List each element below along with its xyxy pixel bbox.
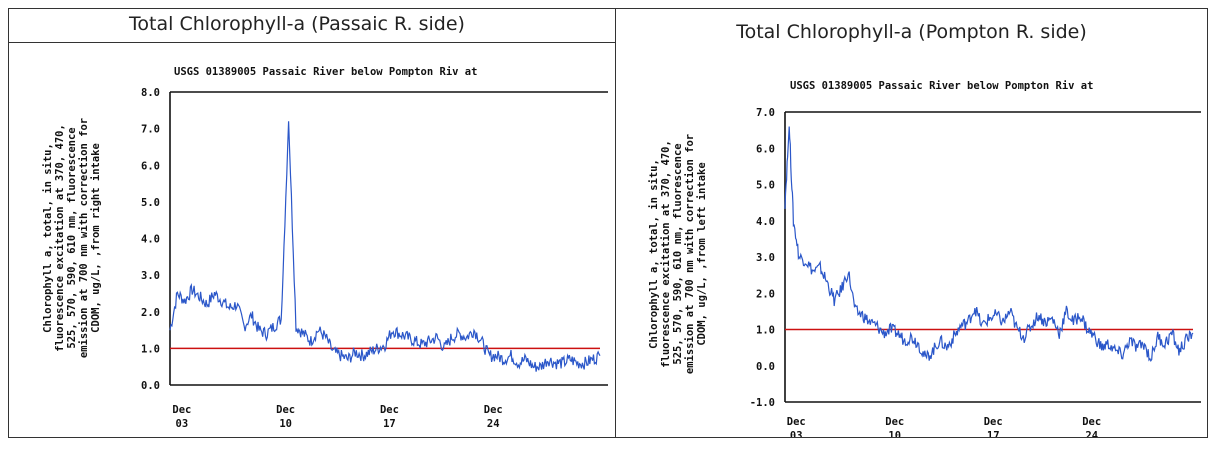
y-axis-label-line: CDOM, ug/L, ,from right intake xyxy=(90,143,102,333)
x-tick-label-day: 17 xyxy=(383,418,396,430)
y-axis-label-line: 525, 570, 590, 610 nm, fluorescence xyxy=(66,127,78,348)
y-axis-label-line: fluorescence excitation at 370, 470, xyxy=(54,124,66,352)
chart-panel-passaic: Total Chlorophyll-a (Passaic R. side) US… xyxy=(9,9,616,437)
x-tick-label-day: 10 xyxy=(888,430,901,437)
y-tick-label: 7.0 xyxy=(141,124,160,136)
panel-header: Total Chlorophyll-a (Passaic R. side) xyxy=(9,9,615,43)
data-series-line xyxy=(169,121,601,372)
y-tick-label: 2.0 xyxy=(756,288,775,300)
y-axis-label-line: fluorescence excitation at 370, 470, xyxy=(660,140,672,368)
y-tick-label: 7.0 xyxy=(756,107,775,119)
y-tick-label: 3.0 xyxy=(756,252,775,264)
x-tick-label-day: 03 xyxy=(790,430,803,437)
y-tick-label: 6.0 xyxy=(141,160,160,172)
x-tick-label-day: 10 xyxy=(279,418,292,430)
y-axis-label-line: 525, 570, 590, 610 nm, fluorescence xyxy=(672,143,684,364)
y-axis-label-line: emission at 700 nm with correction for xyxy=(78,118,90,358)
y-tick-label: 1.0 xyxy=(141,343,160,355)
x-tick-label-month: Dec xyxy=(1082,416,1101,428)
x-tick-label-month: Dec xyxy=(172,404,191,416)
x-tick-label-month: Dec xyxy=(885,416,904,428)
y-tick-label: 4.0 xyxy=(141,234,160,246)
x-tick-label-day: 24 xyxy=(487,418,500,430)
chart-svg: USGS 01389005 Passaic River below Pompto… xyxy=(648,80,1201,437)
y-tick-label: 8.0 xyxy=(141,87,160,99)
x-tick-label-day: 24 xyxy=(1085,430,1098,437)
y-tick-label: 0.0 xyxy=(756,361,775,373)
x-tick-label-month: Dec xyxy=(484,404,503,416)
y-axis-label-line: Chlorophyll a, total, in situ, xyxy=(42,143,54,333)
chart-subtitle: USGS 01389005 Passaic River below Pompto… xyxy=(790,80,1093,92)
y-tick-label: 3.0 xyxy=(141,270,160,282)
chart-panel-pompton: Total Chlorophyll-a (Pompton R. side) US… xyxy=(616,9,1207,437)
x-tick-label-day: 03 xyxy=(176,418,189,430)
y-tick-label: 5.0 xyxy=(141,197,160,209)
x-tick-label-month: Dec xyxy=(380,404,399,416)
x-tick-label-month: Dec xyxy=(787,416,806,428)
y-tick-label: 0.0 xyxy=(141,380,160,392)
y-axis-label-line: Chlorophyll a, total, in situ, xyxy=(648,159,660,349)
y-tick-label: 2.0 xyxy=(141,307,160,319)
y-axis-label: Chlorophyll a, total, in situ, fluorescen… xyxy=(648,134,708,374)
x-tick-label-day: 17 xyxy=(987,430,1000,437)
chart-subtitle: USGS 01389005 Passaic River below Pompto… xyxy=(174,66,477,78)
y-tick-label: 1.0 xyxy=(756,325,775,337)
chart-title: Total Chlorophyll-a (Passaic R. side) xyxy=(129,13,465,35)
y-tick-label: 6.0 xyxy=(756,143,775,155)
y-axis-label: Chlorophyll a, total, in situ, fluorescen… xyxy=(42,118,102,358)
chart-title: Total Chlorophyll-a (Pompton R. side) xyxy=(736,21,1087,43)
x-tick-label-month: Dec xyxy=(984,416,1003,428)
x-tick-label-month: Dec xyxy=(276,404,295,416)
y-axis-label-line: CDOM, ug/L, ,from left intake xyxy=(696,162,708,345)
y-axis-label-line: emission at 700 nm with correction for xyxy=(684,134,696,374)
y-tick-label: 5.0 xyxy=(756,180,775,192)
chart-svg: USGS 01389005 Passaic River below Pompto… xyxy=(42,66,608,430)
data-series-line xyxy=(784,126,1194,362)
y-tick-label: 4.0 xyxy=(756,216,775,228)
y-tick-label: -1.0 xyxy=(750,397,775,409)
panel-header: Total Chlorophyll-a (Pompton R. side) xyxy=(616,17,1207,51)
figure-frame: Total Chlorophyll-a (Passaic R. side) US… xyxy=(8,8,1208,438)
